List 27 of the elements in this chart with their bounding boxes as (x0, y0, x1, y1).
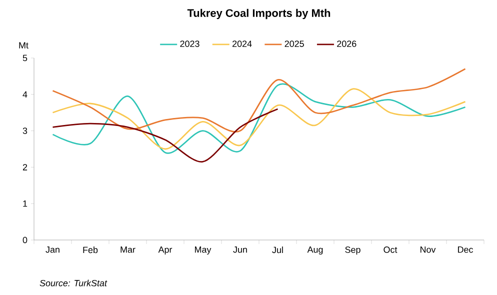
chart-title: Tukrey Coal Imports by Mth (187, 8, 330, 20)
line-series (52, 68, 466, 132)
x-tick-label: Nov (420, 246, 436, 253)
line-series (52, 108, 278, 162)
x-tick-label: Mar (120, 246, 136, 253)
source-note: Source: TurkStat (40, 280, 108, 286)
x-tick-label: Jan (46, 246, 60, 253)
x-tick-label: Sep (345, 246, 360, 255)
x-tick-label: Feb (83, 246, 98, 254)
legend-label: 2026 (337, 40, 356, 47)
y-axis-title: Mt (19, 42, 28, 48)
y-tick-label: 3 (22, 128, 28, 134)
x-tick-label: Dec (458, 246, 473, 253)
x-tick-label: May (195, 246, 212, 255)
y-tick-label: 1 (23, 200, 28, 207)
y-tick-label: 0 (22, 236, 28, 244)
y-tick-label: 5 (22, 54, 28, 62)
y-tick-label: 2 (22, 164, 28, 170)
x-tick-label: Oct (384, 246, 398, 253)
legend-label: 2025 (284, 40, 304, 47)
legend-label: 2024 (232, 40, 252, 47)
x-tick-label: Aug (307, 246, 323, 255)
legend-label: 2023 (180, 40, 200, 47)
x-tick-label: Apr (158, 246, 172, 255)
y-tick-label: 4 (22, 91, 28, 98)
x-tick-label: Jul (272, 246, 283, 254)
x-tick-label: Jun (233, 246, 247, 253)
